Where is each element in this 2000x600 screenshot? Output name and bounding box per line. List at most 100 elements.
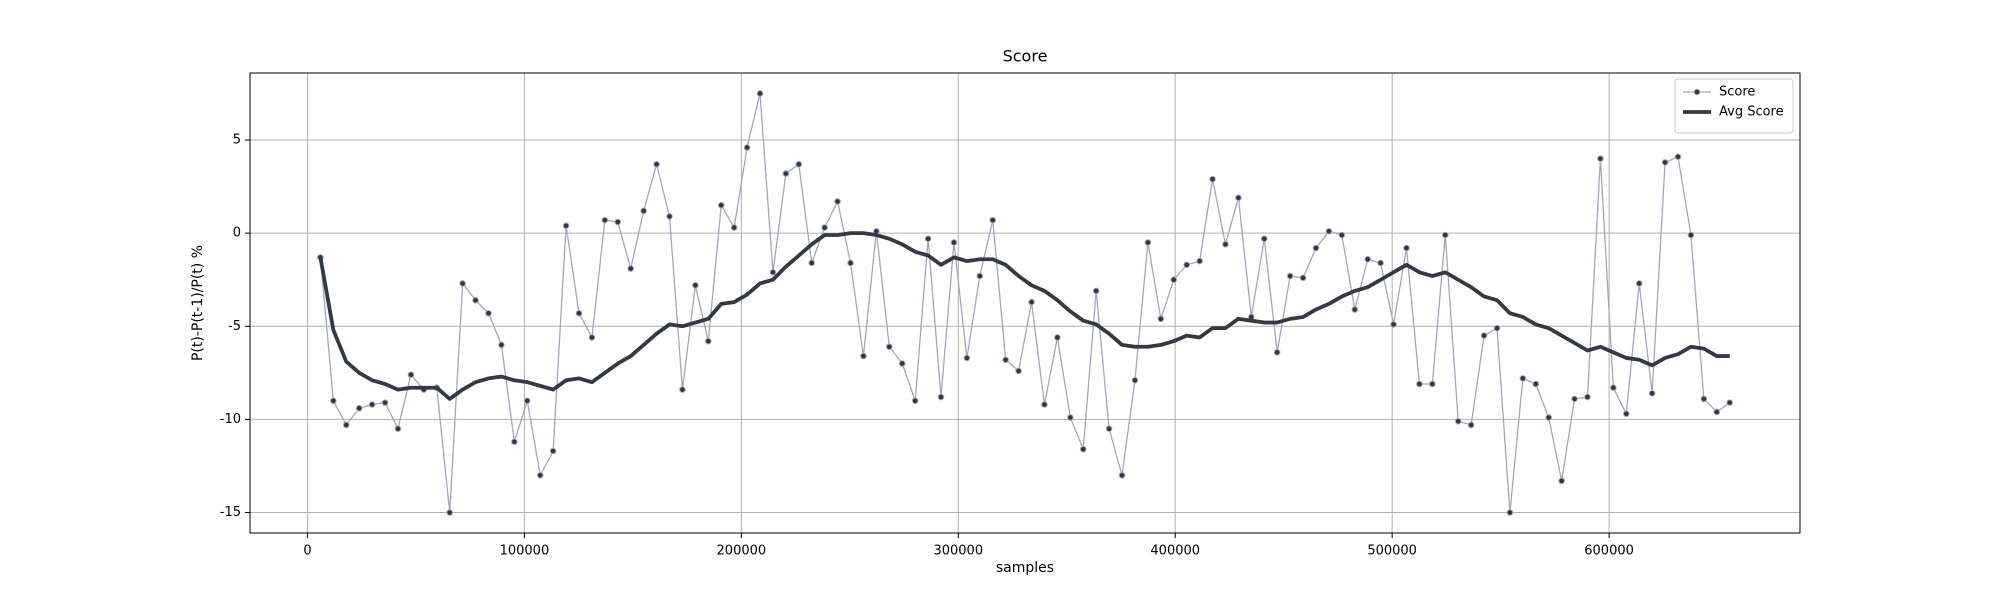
point (795, 160, 803, 168)
point (1622, 410, 1630, 418)
point (1416, 380, 1423, 388)
y-tick-label: 5 (233, 133, 241, 148)
point (485, 309, 492, 317)
point (1467, 421, 1475, 429)
y-tick-label: -15 (220, 505, 241, 520)
point (1545, 414, 1553, 421)
chart-title: Score (1003, 47, 1048, 66)
point (1403, 244, 1410, 252)
x-tick-label: 600000 (1584, 544, 1634, 559)
point (1441, 231, 1449, 239)
point (523, 397, 531, 405)
legend: Score Avg Score (1674, 78, 1794, 134)
point (1377, 259, 1384, 267)
x-tick-label: 200000 (717, 544, 767, 559)
point (1635, 280, 1643, 287)
point (1157, 315, 1165, 323)
point (407, 371, 415, 379)
legend-label: Score (1719, 85, 1755, 100)
point (1196, 257, 1203, 265)
plot-frame (249, 72, 1801, 534)
point (1610, 384, 1617, 392)
legend-marker (1693, 88, 1701, 96)
point (1351, 306, 1359, 313)
point (1209, 175, 1216, 183)
point (627, 265, 635, 272)
point (1144, 239, 1152, 246)
point (924, 235, 932, 243)
point (692, 282, 699, 289)
point (1687, 231, 1695, 239)
point (536, 471, 544, 479)
point (342, 421, 350, 429)
point (1299, 274, 1307, 282)
point (1338, 231, 1346, 239)
point (1661, 159, 1669, 166)
point (679, 386, 686, 393)
point (1183, 261, 1190, 269)
point (562, 222, 570, 230)
point (898, 360, 906, 367)
point (549, 447, 557, 455)
point (1558, 477, 1565, 485)
point (730, 224, 738, 231)
x-tick-label: 0 (303, 544, 311, 559)
point (394, 425, 402, 433)
point (834, 198, 841, 205)
point (1584, 393, 1591, 401)
series-line (318, 231, 1730, 401)
point (1054, 334, 1061, 341)
point (1312, 244, 1320, 252)
point (355, 404, 363, 412)
point (575, 309, 583, 317)
x-axis-label: samples (996, 560, 1054, 576)
point (704, 337, 712, 345)
y-tick-label: -5 (228, 319, 241, 334)
point (1364, 255, 1371, 263)
point (1390, 321, 1397, 328)
legend-label: Avg Score (1719, 105, 1784, 120)
point (1480, 332, 1488, 339)
point (1726, 399, 1734, 406)
point (1067, 414, 1074, 421)
point (847, 259, 854, 267)
point (498, 341, 505, 349)
point (1092, 287, 1100, 295)
point (950, 239, 958, 246)
point (743, 144, 751, 151)
point (1648, 390, 1656, 397)
point (666, 213, 673, 220)
point (1041, 401, 1048, 408)
point (1571, 395, 1578, 403)
y-tick-label: 0 (233, 226, 241, 241)
point (1028, 298, 1035, 306)
point (1493, 324, 1501, 332)
point (989, 216, 997, 224)
point (782, 170, 790, 177)
point (446, 509, 454, 516)
y-tick-label: -10 (220, 412, 241, 427)
point (1235, 194, 1242, 202)
point (976, 272, 984, 280)
point (601, 216, 609, 224)
point (1713, 408, 1721, 416)
point (756, 90, 764, 97)
point (653, 160, 660, 168)
y-axis-label: P(t)-P(t-1)/P(t) % (190, 245, 206, 361)
point (588, 334, 596, 341)
point (1273, 349, 1281, 356)
point (1674, 153, 1682, 161)
point (1260, 235, 1268, 243)
point (381, 399, 389, 406)
point (1700, 395, 1708, 403)
point (1506, 509, 1514, 516)
point (1519, 375, 1527, 382)
point (886, 343, 893, 351)
point (1222, 241, 1229, 248)
x-tick-label: 500000 (1367, 544, 1417, 559)
point (368, 401, 376, 408)
point (640, 207, 647, 215)
point (1079, 445, 1087, 453)
